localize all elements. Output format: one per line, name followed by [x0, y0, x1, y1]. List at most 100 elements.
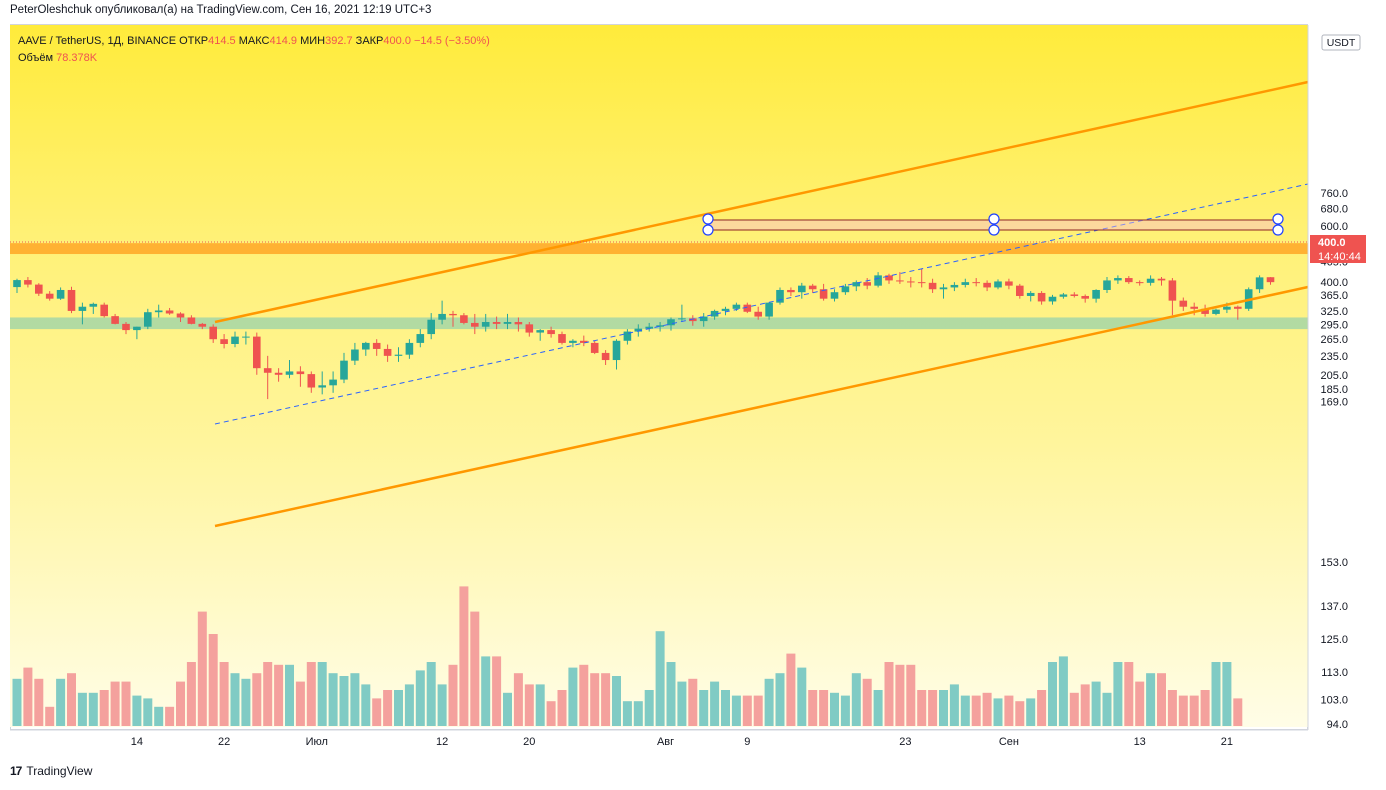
rectangle-handle[interactable] — [988, 213, 1000, 225]
candle[interactable] — [220, 334, 228, 349]
candle[interactable] — [154, 304, 163, 318]
candle[interactable] — [765, 302, 773, 320]
candle[interactable] — [394, 347, 403, 362]
candle[interactable] — [1070, 292, 1079, 298]
candle[interactable] — [1016, 283, 1024, 299]
candle[interactable] — [950, 282, 959, 292]
candle[interactable] — [830, 289, 839, 302]
candle[interactable] — [67, 286, 76, 314]
candle[interactable] — [13, 278, 21, 293]
candle[interactable] — [590, 340, 599, 355]
candle[interactable] — [45, 291, 54, 301]
candle[interactable] — [667, 317, 675, 331]
candle[interactable] — [405, 339, 414, 359]
candle[interactable] — [253, 332, 261, 375]
candle[interactable] — [1092, 289, 1100, 303]
candle[interactable] — [928, 278, 937, 293]
candle[interactable] — [318, 371, 326, 395]
candle[interactable] — [1005, 278, 1013, 290]
candle[interactable] — [133, 326, 141, 340]
candle[interactable] — [689, 315, 697, 326]
candle[interactable] — [100, 302, 108, 318]
candle[interactable] — [569, 339, 577, 348]
candle[interactable] — [438, 300, 446, 325]
candle[interactable] — [1212, 308, 1220, 316]
candle[interactable] — [634, 324, 643, 337]
candle[interactable] — [144, 308, 152, 330]
channel-upper-line[interactable] — [214, 80, 1309, 324]
candle[interactable] — [612, 339, 621, 370]
candle[interactable] — [340, 352, 348, 384]
candle[interactable] — [427, 313, 435, 340]
candle[interactable] — [1255, 275, 1264, 293]
candle[interactable] — [329, 371, 337, 393]
candle[interactable] — [449, 310, 457, 327]
footer-branding[interactable]: 17 TradingView — [10, 764, 92, 778]
rectangle-handle[interactable] — [702, 224, 714, 236]
candle[interactable] — [1114, 275, 1122, 284]
currency-badge[interactable]: USDT — [1321, 34, 1361, 51]
candle[interactable] — [231, 331, 239, 348]
candle[interactable] — [1081, 294, 1089, 303]
candle[interactable] — [209, 324, 217, 343]
candle[interactable] — [558, 331, 566, 345]
candle[interactable] — [307, 371, 316, 393]
candle[interactable] — [874, 272, 882, 288]
candle[interactable] — [623, 329, 632, 345]
channel-lower-line[interactable] — [214, 285, 1309, 528]
candle[interactable] — [1037, 291, 1046, 305]
candle[interactable] — [939, 283, 948, 299]
candle[interactable] — [994, 279, 1002, 290]
candle[interactable] — [525, 322, 534, 337]
candle[interactable] — [176, 312, 185, 323]
candle[interactable] — [699, 313, 708, 327]
candle[interactable] — [24, 277, 32, 288]
candle[interactable] — [721, 306, 730, 316]
candle[interactable] — [187, 315, 196, 325]
candle[interactable] — [372, 339, 381, 356]
candle[interactable] — [1234, 305, 1242, 320]
candle[interactable] — [198, 322, 207, 330]
candle[interactable] — [852, 280, 861, 292]
candle[interactable] — [503, 313, 512, 330]
channel-midline[interactable] — [214, 183, 1309, 425]
candle[interactable] — [601, 350, 610, 365]
candle[interactable] — [274, 368, 283, 382]
candle[interactable] — [536, 329, 544, 341]
candle[interactable] — [645, 322, 653, 332]
candle[interactable] — [580, 335, 588, 347]
support-zone[interactable] — [10, 317, 1308, 330]
candle[interactable] — [841, 283, 850, 295]
candle[interactable] — [1168, 278, 1177, 316]
candle[interactable] — [492, 316, 501, 330]
candle[interactable] — [547, 326, 555, 338]
candle[interactable] — [383, 344, 392, 362]
rectangle-handle[interactable] — [1272, 224, 1284, 236]
candle[interactable] — [961, 278, 970, 288]
candle[interactable] — [1157, 277, 1166, 286]
candle[interactable] — [808, 283, 817, 293]
candle[interactable] — [787, 287, 795, 296]
candle[interactable] — [165, 307, 174, 315]
candle[interactable] — [1103, 277, 1111, 293]
candle[interactable] — [776, 287, 784, 305]
candle[interactable] — [1026, 291, 1035, 302]
candle[interactable] — [56, 287, 65, 300]
candle[interactable] — [896, 272, 904, 284]
rectangle-handle[interactable] — [988, 224, 1000, 236]
candle[interactable] — [678, 304, 686, 323]
candle[interactable] — [122, 322, 130, 335]
candle[interactable] — [78, 302, 87, 325]
candle[interactable] — [743, 302, 752, 314]
candle[interactable] — [1146, 275, 1155, 286]
candle[interactable] — [514, 317, 523, 332]
candle[interactable] — [819, 283, 828, 301]
candle[interactable] — [471, 313, 479, 335]
candle[interactable] — [710, 309, 719, 320]
candle[interactable] — [917, 268, 926, 288]
candle[interactable] — [1135, 280, 1144, 286]
rectangle-handle[interactable] — [1272, 213, 1284, 225]
candle[interactable] — [1179, 297, 1188, 311]
candle[interactable] — [972, 278, 980, 287]
candle[interactable] — [1059, 292, 1068, 299]
